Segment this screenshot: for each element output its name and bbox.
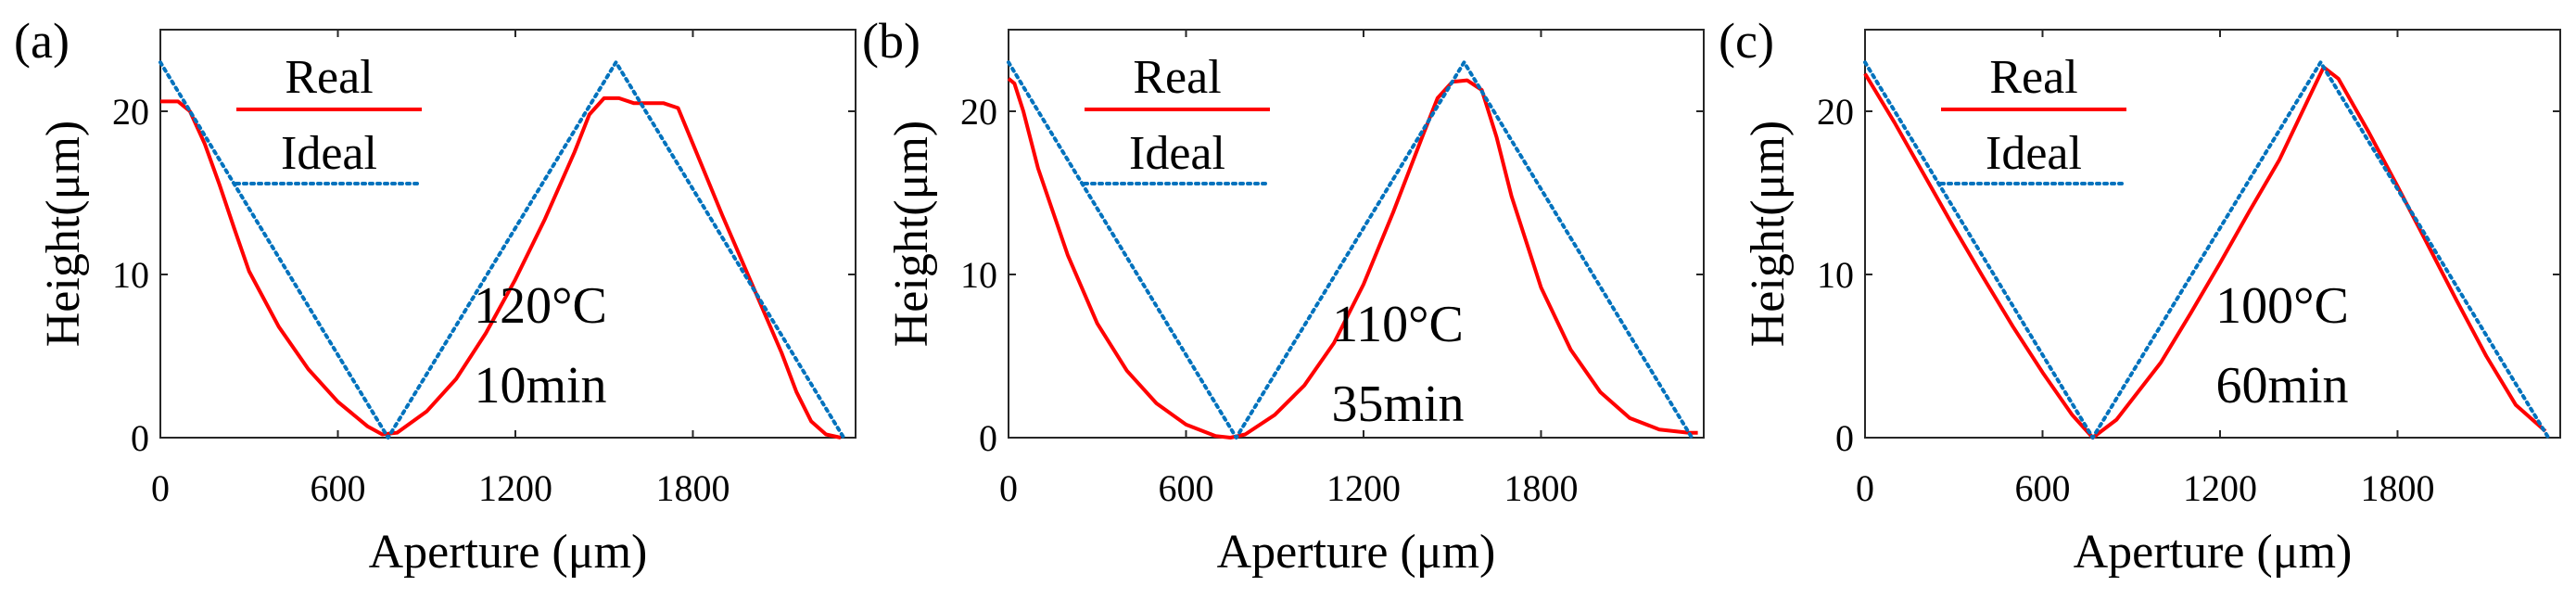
panel-a: 0 600 1200 1800 0 10 20 Aperture (μm) Height(μm)… xyxy=(14,13,857,579)
legend: Real Ideal xyxy=(1083,51,1272,185)
panel-label: (b) xyxy=(862,13,920,69)
series-line-ideal xyxy=(1863,60,2551,440)
x-tick-label: 0 xyxy=(151,467,170,509)
y-tick-label: 20 xyxy=(112,91,149,133)
panel-label: (c) xyxy=(1719,13,1774,69)
x-axis-label: Aperture (μm) xyxy=(369,526,648,579)
y-axis-label: Height(μm) xyxy=(1742,121,1795,348)
y-tick-label: 0 xyxy=(1835,417,1854,459)
series-line-real xyxy=(1863,65,2547,440)
x-tick-label: 1800 xyxy=(1504,467,1578,509)
legend: Real Ideal xyxy=(235,51,424,185)
legend-label-real: Real xyxy=(1989,51,2077,104)
legend-label-real: Real xyxy=(1133,51,1221,104)
x-tick-label: 1200 xyxy=(1326,467,1401,509)
x-tick-label: 1800 xyxy=(655,467,730,509)
legend-label-ideal: Ideal xyxy=(1129,127,1225,180)
annotation-time: 35min xyxy=(1331,376,1464,433)
x-tick-label: 0 xyxy=(1856,467,1874,509)
y-tick-label: 10 xyxy=(112,254,149,296)
x-axis-label: Aperture (μm) xyxy=(2074,526,2353,579)
legend-label-ideal: Ideal xyxy=(1986,127,2082,180)
y-tick-label: 0 xyxy=(131,417,149,459)
x-tick-label: 600 xyxy=(310,467,365,509)
x-tick-label: 1800 xyxy=(2360,467,2434,509)
annotation-temperature: 120°C xyxy=(474,277,607,335)
x-axis-label: Aperture (μm) xyxy=(1217,526,1496,579)
panel-c: 0 600 1200 1800 0 10 20 Aperture (μm) Height(μm)… xyxy=(1719,13,2561,579)
y-axis-label: Height(μm) xyxy=(885,121,938,348)
annotation-temperature: 100°C xyxy=(2215,277,2349,335)
panel-label: (a) xyxy=(14,13,70,69)
legend: Real Ideal xyxy=(1939,51,2128,185)
panel-b: 0 600 1200 1800 0 10 20 Aperture (μm) Height(μm)… xyxy=(862,13,1705,579)
x-tick-label: 0 xyxy=(999,467,1018,509)
y-tick-label: 10 xyxy=(1817,254,1854,296)
series-line-real xyxy=(160,96,842,440)
y-tick-label: 20 xyxy=(1817,91,1854,133)
series-line-ideal xyxy=(1007,60,1694,440)
x-tick-label: 600 xyxy=(1158,467,1213,509)
series-line-real xyxy=(1007,77,1698,440)
y-tick-label: 0 xyxy=(979,417,997,459)
annotation-temperature: 110°C xyxy=(1332,296,1464,353)
x-tick-label: 600 xyxy=(2014,467,2070,509)
axes-box xyxy=(1008,29,1705,439)
legend-label-ideal: Ideal xyxy=(281,127,377,180)
x-tick-label: 1200 xyxy=(478,467,552,509)
axes-box xyxy=(159,29,857,439)
annotation-time: 60min xyxy=(2215,357,2348,414)
axes-box xyxy=(1864,29,2561,439)
series-line-ideal xyxy=(159,60,846,440)
legend-label-real: Real xyxy=(285,51,373,104)
y-axis-label: Height(μm) xyxy=(37,121,90,348)
annotation-time: 10min xyxy=(474,357,606,414)
x-tick-label: 1200 xyxy=(2183,467,2257,509)
y-tick-label: 20 xyxy=(960,91,997,133)
y-tick-label: 10 xyxy=(960,254,997,296)
